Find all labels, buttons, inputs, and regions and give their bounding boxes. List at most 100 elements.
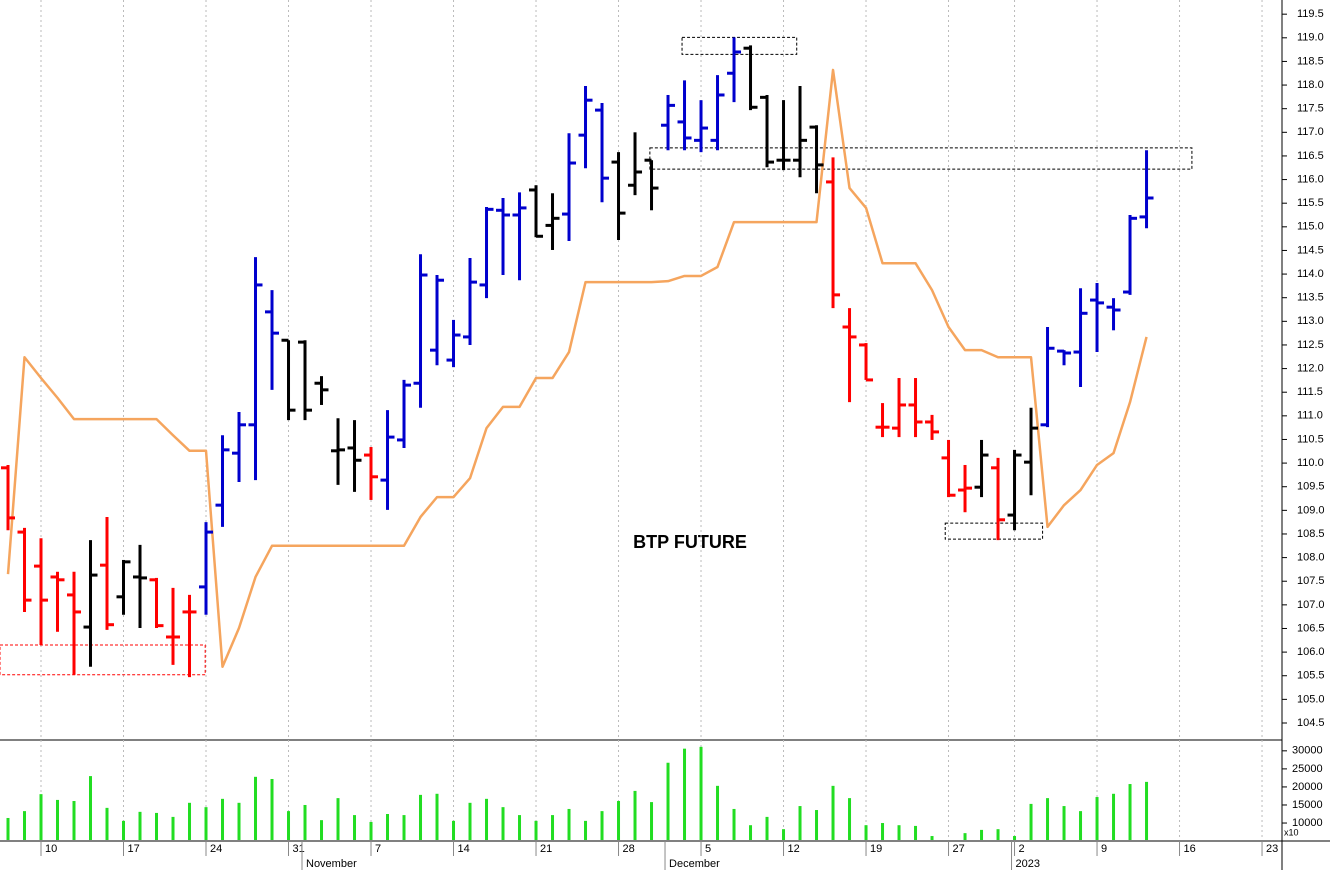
volume-bar (1128, 784, 1132, 840)
x-tick-label: 21 (540, 843, 552, 855)
volume-bar (600, 811, 604, 840)
x-tick-label: 5 (705, 843, 711, 855)
volume-bar (518, 815, 522, 840)
x-tick-label: 28 (623, 843, 635, 855)
volume-bar (171, 816, 175, 840)
volume-bar (6, 817, 10, 840)
y-tick-label: 112.0 (1297, 362, 1324, 374)
x-tick-label: 12 (788, 843, 800, 855)
y-tick-label: 106.0 (1297, 646, 1325, 658)
volume-bar (452, 820, 456, 840)
volume-bar (584, 820, 588, 840)
volume-bar (204, 807, 208, 840)
month-label: 2023 (1016, 858, 1040, 870)
volume-bar (831, 785, 835, 840)
y-tick-label: 106.5 (1297, 622, 1325, 634)
y-tick-label: 104.5 (1297, 717, 1325, 729)
y-tick-label: 30000 (1292, 745, 1323, 757)
y-tick-label: 115.0 (1297, 221, 1324, 233)
x-tick-label: 2 (1019, 843, 1025, 855)
volume-bar (320, 820, 324, 840)
volume-bar (914, 825, 918, 840)
volume-bar (1013, 836, 1017, 840)
volume-bar (534, 820, 538, 840)
volume-bar (617, 801, 621, 840)
chart-title: BTP FUTURE (633, 532, 747, 552)
y-tick-label: 10000 (1292, 817, 1323, 829)
volume-bar (864, 825, 868, 840)
volume-bar (23, 811, 27, 840)
volume-bar (749, 825, 753, 840)
volume-bar (980, 829, 984, 840)
volume-bar (501, 807, 505, 840)
range-box (0, 644, 206, 676)
y-tick-label: 116.0 (1297, 173, 1324, 185)
x-tick-label: 14 (458, 843, 470, 855)
y-tick-label: 113.5 (1297, 292, 1324, 304)
volume-bar (369, 821, 373, 840)
x-tick-label: 19 (870, 843, 882, 855)
volume-bar (881, 823, 885, 840)
x-tick-label: 9 (1101, 843, 1107, 855)
volume-bar (155, 812, 159, 840)
y-tick-label: 118.0 (1297, 79, 1324, 91)
trend-line (6, 68, 1148, 669)
y-tick-label: 109.0 (1297, 504, 1325, 516)
volume-bar (402, 815, 406, 840)
volume-bar (485, 798, 489, 840)
volume-bar (1046, 798, 1050, 840)
volume-bar (72, 801, 76, 840)
volume-bar (1112, 793, 1116, 840)
volume-bar (336, 798, 340, 840)
volume-bar (996, 829, 1000, 840)
volume-bar (287, 811, 291, 840)
volume-bar (930, 836, 934, 840)
x-tick-label: 31 (293, 843, 305, 855)
volume-bar (551, 815, 555, 840)
y-tick-label: 116.5 (1297, 150, 1324, 162)
volume-bar (848, 798, 852, 840)
month-label: November (306, 858, 357, 870)
volume-bar (798, 806, 802, 840)
y-tick-label: 107.0 (1297, 599, 1325, 611)
volume-bar (1145, 781, 1149, 840)
x-tick-label: 24 (210, 843, 222, 855)
y-tick-label: 20000 (1292, 781, 1323, 793)
volume-bar (1095, 797, 1099, 840)
y-tick-label: 113.0 (1297, 315, 1324, 327)
y-tick-label: 112.5 (1297, 339, 1324, 351)
y-tick-label: 119.0 (1297, 32, 1324, 44)
range-box (649, 147, 1193, 170)
volume-bar (303, 804, 307, 840)
y-tick-label: 114.0 (1297, 268, 1324, 280)
y-tick-label: 105.0 (1297, 693, 1325, 705)
y-tick-label: 110.0 (1297, 457, 1324, 469)
y-tick-label: 114.5 (1297, 244, 1324, 256)
volume-bar (254, 776, 258, 840)
range-box (681, 36, 798, 55)
volume-bar (765, 816, 769, 840)
volume-bar (782, 829, 786, 840)
y-tick-label: 105.5 (1297, 670, 1325, 682)
y-tick-label: 111.5 (1297, 386, 1323, 398)
volume-bar (716, 785, 720, 840)
volume-bar (633, 790, 637, 840)
x-tick-label: 16 (1184, 843, 1196, 855)
volume-bar (237, 802, 241, 840)
y-tick-label: 119.5 (1297, 8, 1324, 20)
volume-bar (666, 762, 670, 840)
y-tick-label: 110.5 (1297, 433, 1324, 445)
volume-bar (89, 776, 93, 840)
y-tick-label: 115.5 (1297, 197, 1324, 209)
volume-bar (270, 778, 274, 840)
volume-bar (56, 799, 60, 840)
x-tick-label: 23 (1266, 843, 1278, 855)
volume-bar (567, 808, 571, 840)
month-label: December (669, 858, 720, 870)
volume-unit: x10 (1284, 827, 1299, 837)
y-tick-label: 25000 (1292, 763, 1323, 775)
y-tick-label: 117.5 (1297, 103, 1324, 115)
range-box (944, 522, 1044, 540)
volume-bar (221, 798, 225, 840)
